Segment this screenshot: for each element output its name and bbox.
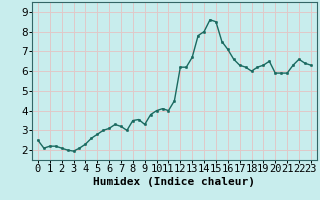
X-axis label: Humidex (Indice chaleur): Humidex (Indice chaleur) (93, 177, 255, 187)
